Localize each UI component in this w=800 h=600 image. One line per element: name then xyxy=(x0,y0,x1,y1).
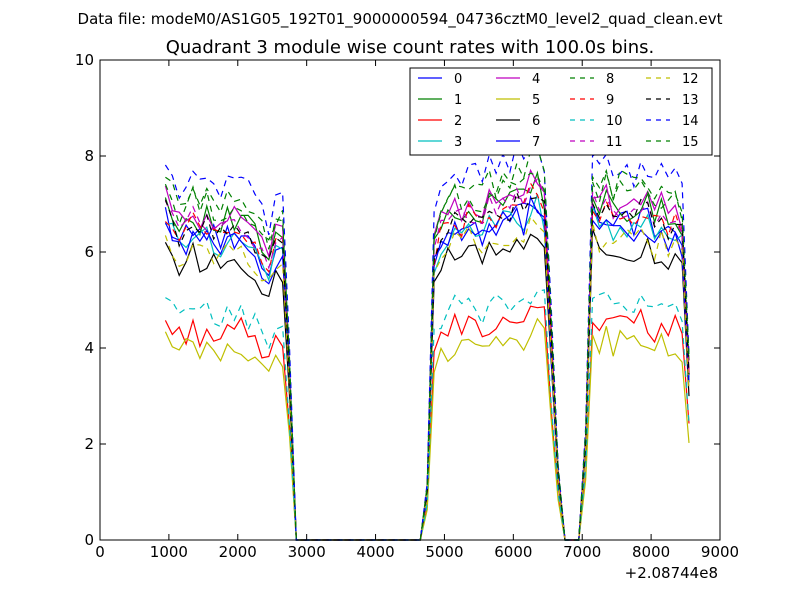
x-tick-label: 5000 xyxy=(425,543,463,561)
legend-label-4: 4 xyxy=(532,72,540,87)
legend-label-6: 6 xyxy=(532,114,540,129)
legend-label-7: 7 xyxy=(532,135,540,150)
series-layer xyxy=(164,140,690,541)
tick-layer: 0 1000 2000 3000 4000 5000 6000 7000 8000 9000 0 2 4… xyxy=(75,51,739,561)
legend-label-12: 12 xyxy=(682,72,699,87)
legend-label-10: 10 xyxy=(606,114,623,129)
x-tick-label: 3000 xyxy=(288,543,326,561)
plot-area: 0 1000 2000 3000 4000 5000 6000 7000 8000 9000 0 2 4… xyxy=(75,51,739,561)
series-line-13 xyxy=(164,190,690,541)
series-line-10 xyxy=(165,289,690,541)
legend-label-0: 0 xyxy=(454,72,462,87)
y-tick-label: 0 xyxy=(84,531,94,549)
y-tick-label: 2 xyxy=(84,435,94,453)
axes-frame xyxy=(99,59,721,541)
legend-label-5: 5 xyxy=(532,93,540,108)
x-tick-label: 6000 xyxy=(494,543,532,561)
x-tick-label: 1000 xyxy=(150,543,188,561)
data-file-caption: Data file: modeM0/AS1G05_192T01_90000005… xyxy=(78,10,723,29)
legend-label-3: 3 xyxy=(454,135,462,150)
y-tick-label: 6 xyxy=(84,243,94,261)
series-line-5 xyxy=(164,317,690,541)
legend-label-8: 8 xyxy=(606,72,614,87)
legend-label-9: 9 xyxy=(606,93,614,108)
x-offset-label: +2.08744e8 xyxy=(625,564,718,582)
y-tick-label: 8 xyxy=(84,147,94,165)
legend-label-11: 11 xyxy=(606,135,623,150)
legend-label-1: 1 xyxy=(454,93,462,108)
legend-label-2: 2 xyxy=(454,114,462,129)
legend-label-15: 15 xyxy=(682,135,699,150)
y-tick-label: 10 xyxy=(75,51,94,69)
x-tick-label: 4000 xyxy=(356,543,394,561)
x-tick-label: 0 xyxy=(95,543,105,561)
x-tick-label: 7000 xyxy=(563,543,601,561)
legend-label-14: 14 xyxy=(682,114,699,129)
series-line-11 xyxy=(164,178,690,541)
y-tick-label: 4 xyxy=(84,339,94,357)
legend-label-13: 13 xyxy=(682,93,699,108)
series-line-15 xyxy=(165,146,690,541)
x-tick-label: 2000 xyxy=(219,543,257,561)
chart-title: Quadrant 3 module wise count rates with … xyxy=(166,37,655,58)
x-tick-label: 9000 xyxy=(701,543,739,561)
legend-frame xyxy=(409,67,713,156)
x-tick-label: 8000 xyxy=(632,543,670,561)
